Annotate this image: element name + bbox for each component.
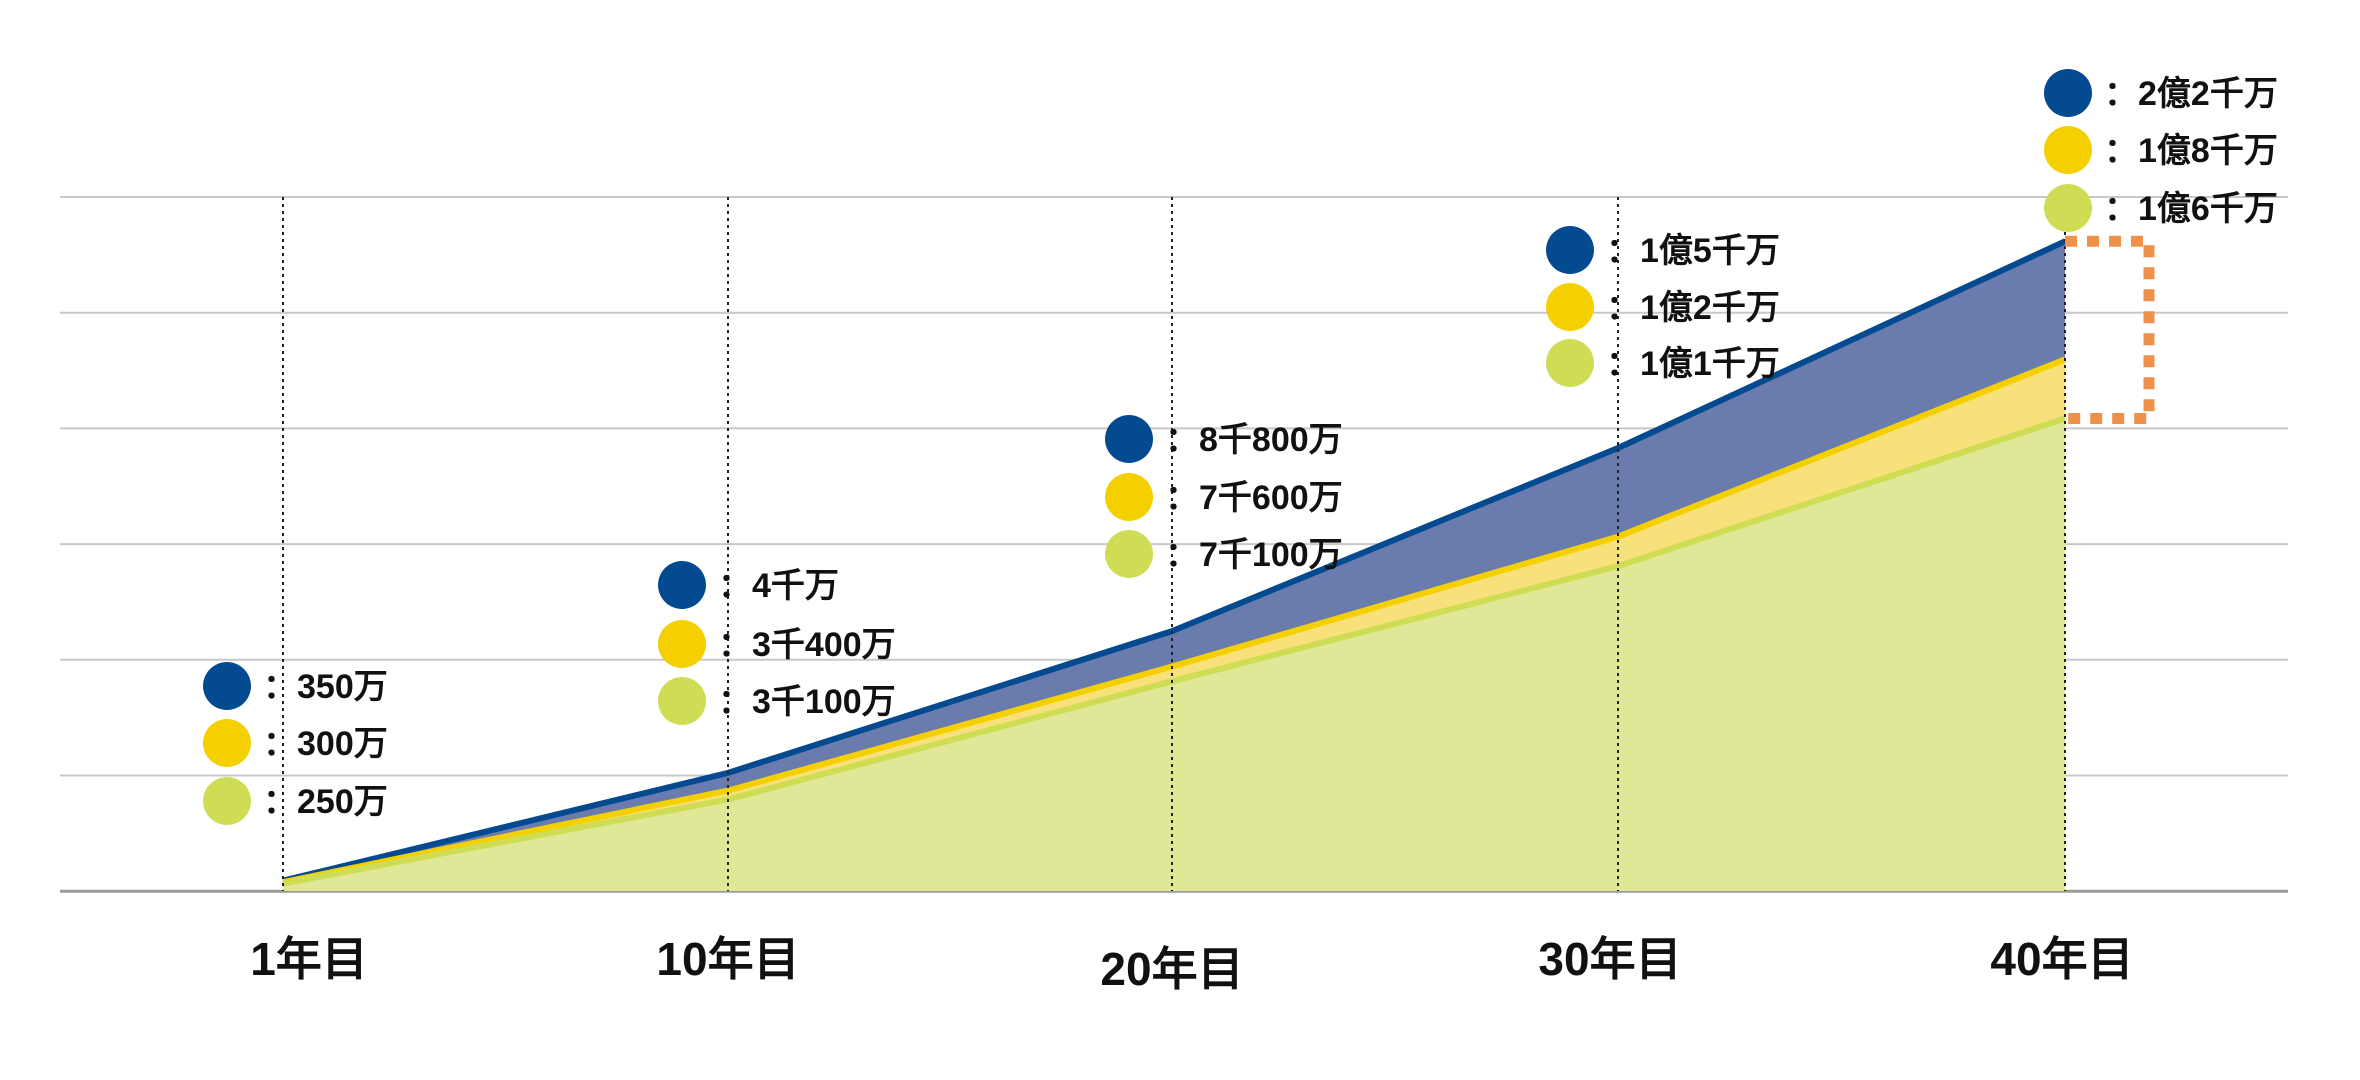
legend-dot-yellow	[2044, 126, 2092, 174]
legend-dot-green	[658, 677, 706, 725]
x-tick-label: 40年目	[1990, 933, 2133, 985]
legend-dot-blue	[2044, 69, 2092, 117]
value-label: ：1億8千万	[2104, 132, 2278, 170]
legend-dot-blue	[1105, 415, 1153, 463]
area-green	[283, 418, 2065, 891]
x-tick-label: 1年目	[250, 933, 368, 985]
value-label: ：2億2千万	[2104, 75, 2278, 113]
legend-dot-green	[1105, 530, 1153, 578]
value-label: ：7千600万	[1165, 479, 1343, 517]
value-label: ：8千800万	[1165, 421, 1343, 459]
legend-dot-yellow	[658, 620, 706, 668]
value-label: ：350万	[263, 668, 388, 706]
value-label: ：3千400万	[718, 626, 896, 664]
x-tick-label: 10年目	[656, 933, 799, 985]
value-labels: ：350万 ：4千万 ：8千800万 ：1億5千万 ：2億2千万 ：300万 ：3千400万…	[203, 69, 2278, 825]
legend-dot-blue	[203, 662, 251, 710]
difference-bracket	[2065, 235, 2155, 424]
legend-dot-green	[1546, 339, 1594, 387]
legend-dot-blue	[1546, 226, 1594, 274]
value-label: ：4千万	[718, 567, 839, 605]
legend-dot-green	[2044, 184, 2092, 232]
value-label: ：3千100万	[718, 683, 896, 721]
x-axis-labels: 1年目 10年目 20年目 30年目 40年目	[250, 933, 2133, 995]
x-tick-label: 20年目	[1100, 943, 1243, 995]
value-label: ：1億2千万	[1606, 289, 1780, 327]
value-label: ：7千100万	[1165, 536, 1343, 574]
bracket-line	[2065, 235, 2155, 424]
value-label: ：250万	[263, 783, 388, 821]
legend-dot-yellow	[203, 719, 251, 767]
legend-dot-green	[203, 777, 251, 825]
value-label: ：1億6千万	[2104, 190, 2278, 228]
value-label: ：300万	[263, 725, 388, 763]
x-tick-label: 30年目	[1538, 933, 1681, 985]
legend-dot-yellow	[1546, 283, 1594, 331]
legend-dot-blue	[658, 561, 706, 609]
value-label: ：1億1千万	[1606, 345, 1780, 383]
value-label: ：1億5千万	[1606, 232, 1780, 270]
legend-dot-yellow	[1105, 473, 1153, 521]
